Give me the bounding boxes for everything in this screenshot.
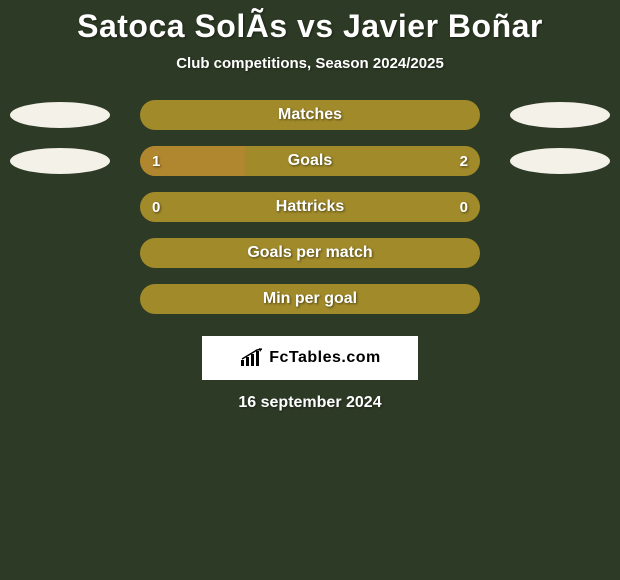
player-oval-right — [510, 148, 610, 174]
stat-bar: 0 Hattricks 0 — [140, 192, 480, 222]
page-title: Satoca SolÃ­s vs Javier Boñar — [0, 0, 620, 45]
stat-row: Goals per match — [0, 238, 620, 268]
date-label: 16 september 2024 — [0, 394, 620, 412]
stat-row: 0 Hattricks 0 — [0, 192, 620, 222]
stat-label: Goals — [288, 152, 332, 170]
stat-label: Matches — [278, 106, 342, 124]
stat-value-right: 2 — [460, 153, 468, 170]
stat-label: Goals per match — [247, 244, 372, 262]
logo-box: FcTables.com — [202, 336, 418, 380]
logo-text: FcTables.com — [269, 349, 381, 367]
stat-bar: 1 Goals 2 — [140, 146, 480, 176]
stat-label: Min per goal — [263, 290, 357, 308]
stat-row: Matches — [0, 100, 620, 130]
stat-bar: Goals per match — [140, 238, 480, 268]
player-oval-left — [10, 102, 110, 128]
stat-row: Min per goal — [0, 284, 620, 314]
player-oval-left — [10, 148, 110, 174]
stat-value-left: 1 — [152, 153, 160, 170]
chart-icon — [239, 348, 265, 368]
subtitle: Club competitions, Season 2024/2025 — [0, 55, 620, 72]
stat-value-left: 0 — [152, 199, 160, 216]
stat-bar: Min per goal — [140, 284, 480, 314]
player-oval-right — [510, 102, 610, 128]
stat-row: 1 Goals 2 — [0, 146, 620, 176]
stats-container: Matches 1 Goals 2 0 Hattricks 0 Goals per match… — [0, 100, 620, 314]
stat-bar: Matches — [140, 100, 480, 130]
stat-label: Hattricks — [276, 198, 344, 216]
stat-value-right: 0 — [460, 199, 468, 216]
